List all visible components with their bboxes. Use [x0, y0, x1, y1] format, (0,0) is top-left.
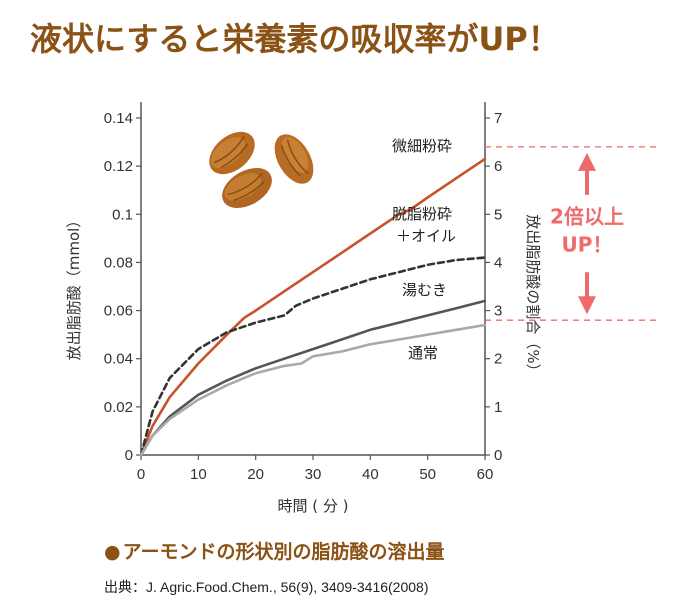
chart-series: [139, 157, 487, 457]
y-right-tick-label: 6: [494, 158, 502, 175]
x-tick-label: 40: [362, 466, 379, 483]
series-line-1: [139, 256, 487, 457]
x-axis-label: 時間 ( 分 ): [277, 497, 348, 515]
series-label-1: 脱脂粉砕: [392, 205, 452, 223]
chart-ticks: 0 0.02 0.04 0.06 0.08 0.1 0.12 0.14 0 1 2 3 4 5 6 7 0 10 2…: [65, 110, 542, 515]
increase-annotation: 2倍以上 UP！: [485, 146, 656, 321]
up-arrow-head: [578, 152, 596, 171]
x-tick-label: 30: [305, 466, 322, 483]
headline: 液状にすると栄養素の吸収率がUP！: [30, 20, 560, 58]
caption-text: アーモンドの形状別の脂肪酸の溶出量: [122, 541, 445, 563]
y-tick-label: 0.14: [104, 110, 133, 127]
y-tick-label: 0.04: [104, 351, 133, 368]
y-right-tick-label: 7: [494, 110, 502, 127]
y-tick-label: 0.06: [104, 303, 133, 320]
x-tick-label: 20: [247, 466, 264, 483]
series-label-1: ＋オイル: [396, 227, 456, 245]
x-tick-label: 0: [137, 466, 145, 483]
x-tick-label: 60: [477, 466, 494, 483]
x-tick-label: 50: [419, 466, 436, 483]
caption-bullet: ●: [104, 541, 121, 563]
y-right-tick-label: 5: [494, 206, 502, 223]
y-tick-label: 0: [125, 447, 133, 464]
down-arrow-head: [578, 296, 596, 315]
y-right-tick-label: 2: [494, 351, 502, 368]
source-citation: 出典：J. Agric.Food.Chem., 56(9), 3409-3416…: [104, 579, 429, 595]
series-label-2: 湯むき: [402, 281, 447, 299]
y-axis-label-right: 放出脂肪酸の割合（%）: [524, 214, 542, 378]
x-tick-label: 10: [190, 466, 207, 483]
y-right-tick-label: 3: [494, 303, 502, 320]
annotation-line1: 2倍以上: [550, 205, 624, 229]
y-tick-label: 0.08: [104, 254, 133, 271]
annotation-line2: UP！: [562, 233, 613, 257]
series-line-2: [139, 299, 487, 457]
y-tick-label: 0.1: [112, 206, 133, 223]
series-line-3: [139, 323, 487, 457]
y-axis-label-left: 放出脂肪酸（mmol）: [65, 213, 83, 361]
series-line-0: [139, 157, 487, 457]
y-tick-label: 0.12: [104, 158, 133, 175]
y-right-tick-label: 4: [494, 254, 502, 271]
series-label-3: 通常: [408, 344, 438, 362]
chart-caption: ● アーモンドの形状別の脂肪酸の溶出量: [104, 537, 444, 564]
almond-icon: [209, 131, 314, 208]
y-right-tick-label: 0: [494, 447, 502, 464]
y-tick-label: 0.02: [104, 399, 133, 416]
y-right-tick-label: 1: [494, 399, 502, 416]
series-label-0: 微細粉砕: [392, 137, 452, 155]
